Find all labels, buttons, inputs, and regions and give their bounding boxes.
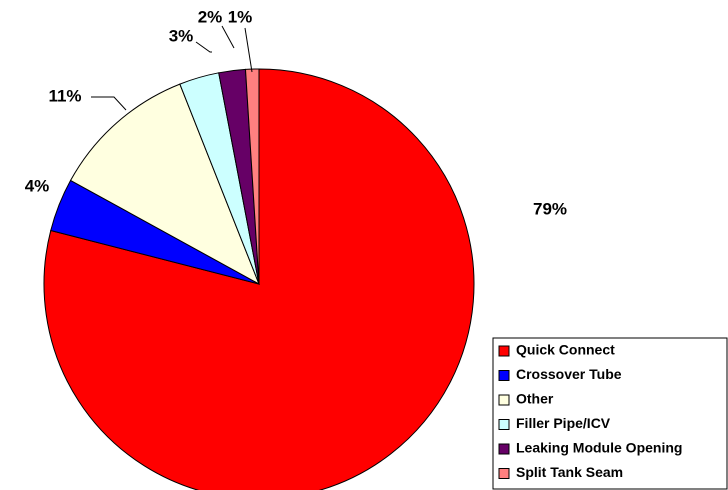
- pie-slice: [69, 83, 260, 286]
- data-label: 1%: [228, 7, 253, 26]
- leader-line: [195, 41, 212, 53]
- legend-label: Quick Connect: [516, 342, 615, 358]
- legend-swatch: [498, 419, 510, 430]
- legend-label: Filler Pipe/ICV: [516, 415, 611, 431]
- data-label: 2%: [198, 7, 223, 26]
- data-label: 3%: [169, 26, 194, 45]
- legend-box: [492, 337, 728, 490]
- legend-label: Crossover Tube: [516, 366, 622, 382]
- legend-swatch: [498, 443, 510, 455]
- legend-label: Split Tank Seam: [516, 464, 623, 480]
- legend-swatch: [498, 468, 510, 479]
- legend-swatch: [498, 370, 510, 381]
- legend-swatch: [498, 394, 510, 406]
- leader-line: [91, 96, 127, 111]
- pie-slice: [244, 68, 260, 285]
- data-label: 11%: [48, 86, 81, 105]
- data-label: 79%: [533, 199, 567, 218]
- data-label: 4%: [25, 176, 50, 195]
- leader-line: [244, 27, 253, 73]
- legend-label: Leaking Module Opening: [516, 440, 682, 456]
- legend-swatch: [498, 345, 510, 357]
- legend-label: Other: [516, 391, 554, 407]
- leader-line: [221, 25, 235, 49]
